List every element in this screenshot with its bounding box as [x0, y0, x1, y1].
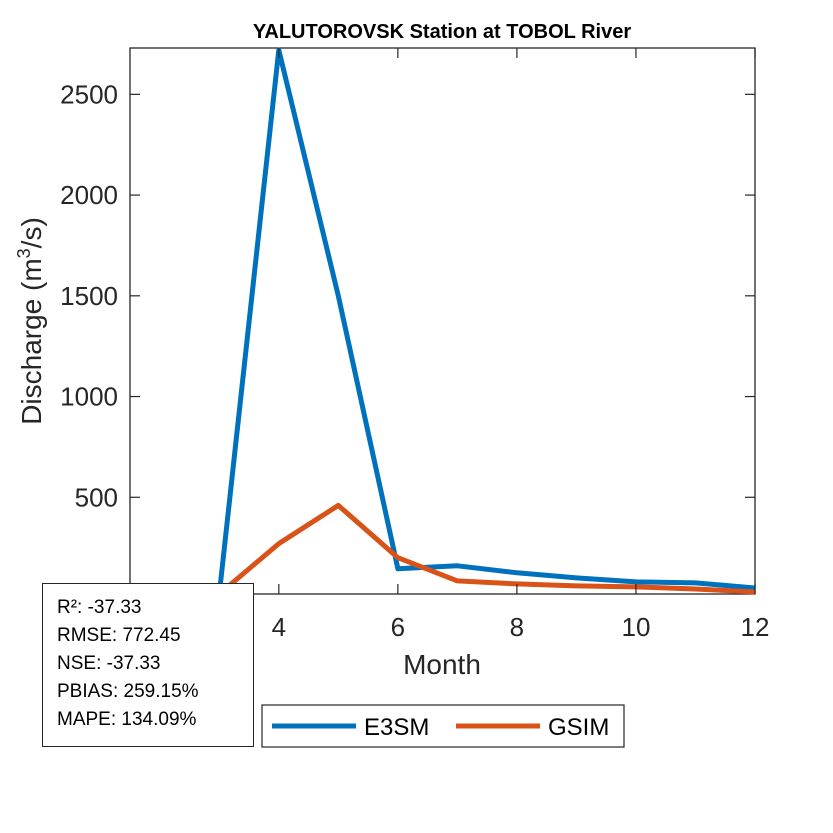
y-tick-label: 1500	[60, 281, 118, 311]
legend-label-e3sm: E3SM	[364, 714, 429, 741]
stat-mape: MAPE: 134.09%	[57, 709, 197, 730]
y-tick-label: 2000	[60, 180, 118, 210]
series-line-e3sm	[216, 47, 756, 595]
legend: E3SM GSIM	[261, 704, 625, 748]
y-tick-label: 1000	[60, 382, 118, 412]
stat-rmse: RMSE: 772.45	[57, 625, 181, 646]
axes-box	[129, 47, 756, 595]
y-axis-label-tail: /s)	[16, 217, 47, 248]
x-tick-label: 4	[272, 612, 286, 642]
x-tick-label: 8	[510, 612, 524, 642]
y-axis-label: Discharge (m3/s)	[14, 217, 47, 425]
series-layer	[216, 47, 756, 596]
plot-area: 500 1000 1500 2000 2500 4 6 8 10 12	[60, 47, 770, 642]
chart-title: YALUTOROVSK Station at TOBOL River	[253, 21, 631, 43]
y-axis-label-main: Discharge (m	[16, 258, 47, 424]
stat-nse: NSE: -37.33	[57, 653, 161, 674]
legend-label-gsim: GSIM	[548, 714, 609, 741]
x-axis-label: Month	[403, 649, 481, 680]
y-axis-label-superscript: 3	[14, 248, 34, 258]
x-ticks: 4 6 8 10 12	[272, 48, 770, 642]
x-tick-label: 12	[741, 612, 770, 642]
stat-r2: R²: -37.33	[57, 597, 142, 618]
y-tick-label: 500	[75, 482, 118, 512]
y-ticks: 500 1000 1500 2000 2500	[60, 79, 755, 512]
stat-pbias: PBIAS: 259.15%	[57, 681, 199, 702]
y-tick-label: 2500	[60, 79, 118, 109]
statistics-box: R²: -37.33 RMSE: 772.45 NSE: -37.33 PBIA…	[42, 583, 254, 747]
x-tick-label: 10	[621, 612, 650, 642]
series-line-gsim	[217, 502, 756, 596]
x-tick-label: 6	[391, 612, 405, 642]
